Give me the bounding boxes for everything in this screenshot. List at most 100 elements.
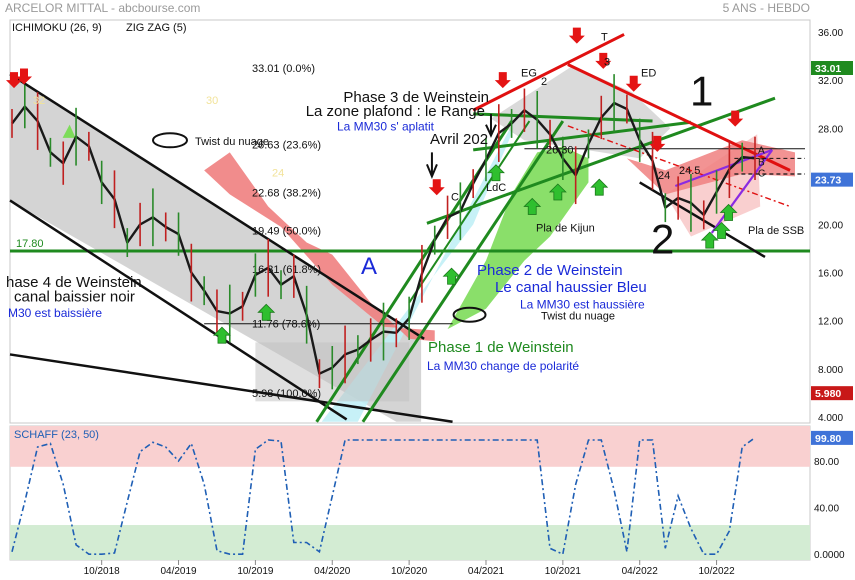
pla-kijun-label: Pla de Kijun: [536, 223, 595, 235]
indicator-ichimoku: ICHIMOKU (26, 9): [12, 22, 102, 34]
schaff-title: SCHAFF (23, 50): [14, 429, 99, 441]
fib-label-4: 16.31 (61.8%): [252, 264, 321, 276]
chart-title: ARCELOR MITTAL - abcbourse.com: [5, 1, 200, 15]
ed-label: ED: [641, 68, 656, 80]
ldc-label: LdC: [486, 182, 506, 194]
price-badge-last: 23.73: [815, 175, 841, 187]
fib-label-0: 33.01 (0.0%): [252, 63, 315, 75]
price-axis-tick: 8.000: [818, 365, 843, 376]
green-range-lower: [426, 96, 776, 225]
phase3-subtitle: La zone plafond : le Range: [306, 103, 485, 120]
sell-arrow: [649, 135, 666, 152]
fib-label-3: 19.49 (50.0%): [252, 226, 321, 238]
red-channel-upper: [472, 33, 625, 112]
r-lbl-b: B: [758, 158, 765, 169]
x-axis-tick: 10/2019: [237, 566, 274, 577]
sell-arrow: [727, 110, 744, 127]
top-32-label: 32: [33, 95, 45, 107]
x-axis-tick: 10/2018: [84, 566, 121, 577]
fib-label-2: 22.68 (38.2%): [252, 187, 321, 199]
price-plot-frame: [9, 19, 811, 424]
mark-one: 1: [690, 67, 713, 114]
top-30-label: 30: [206, 95, 218, 107]
buy-arrow: [590, 178, 609, 196]
price-axis-tick: 32.00: [818, 76, 843, 87]
phase4-title: hase 4 de Weinstein: [6, 274, 142, 291]
v-2630-label: 26.30: [546, 145, 574, 157]
avril-label: Avril 202: [430, 131, 488, 148]
purple-wedge-lower: [710, 149, 774, 234]
green-range-second: [472, 120, 692, 152]
range-fill: [490, 65, 671, 159]
kumo-bearish: [204, 152, 435, 342]
sell-arrow: [6, 72, 22, 89]
fib-label-1: 26.63 (23.6%): [252, 140, 321, 152]
price-axis-tick: 36.00: [818, 28, 843, 39]
phase4-subtitle: canal baissier noir: [14, 288, 135, 305]
black-channel-fill: [10, 74, 422, 422]
fib-label-5: 11.76 (78.6%): [252, 319, 320, 331]
schaff-axis-tick: 40.00: [814, 504, 839, 515]
schaff-axis-tick: 80.00: [814, 457, 839, 468]
small-2-label: 2: [541, 76, 547, 88]
x-axis-tick: 04/2021: [468, 566, 505, 577]
schaff-overbought-zone: [10, 426, 810, 467]
twist-label: Twist du nuage: [541, 311, 615, 323]
phase3-mm: La MM30 s' aplatit: [337, 120, 435, 134]
x-axis-tick: 04/2022: [622, 566, 659, 577]
twist-ellipse: [452, 306, 487, 323]
phase2-subtitle: Le canal haussier Bleu: [495, 279, 647, 296]
buy-arrow: [523, 197, 542, 215]
small-c-label: C: [451, 191, 459, 203]
schaff-oversold-zone: [10, 525, 810, 560]
schaff-badge-bg: [811, 430, 853, 445]
mark-two: 2: [651, 215, 674, 262]
sell-arrow: [568, 27, 585, 44]
t-label: T: [601, 31, 608, 43]
phase2-title: Phase 2 de Weinstein: [477, 262, 623, 279]
r-lbl-c: C: [758, 168, 765, 179]
phase1-mm: La MM30 change de polarité: [427, 359, 579, 373]
price-axis-tick: 20.00: [818, 221, 843, 232]
v-2451-label: 24.5: [679, 165, 700, 177]
sell-arrow: [625, 75, 642, 92]
red-channel-right: [567, 63, 791, 172]
small-3-label: 3: [604, 57, 610, 69]
x-axis-tick: 04/2019: [160, 566, 197, 577]
price-badge-low-bg: [811, 386, 853, 401]
black-down-arrow: [426, 152, 438, 179]
mark-a: A: [361, 253, 377, 280]
buy-arrow: [257, 303, 276, 321]
price-badge-high-bg: [811, 60, 853, 75]
buy-arrow: [548, 183, 567, 201]
phase2-mm: La MM30 est haussière: [520, 298, 645, 312]
sell-arrow: [428, 179, 445, 196]
price-badge-low: 5.980: [815, 388, 841, 400]
faded-24-label: 24: [272, 167, 284, 179]
sell-arrow: [494, 72, 511, 89]
buy-arrow: [712, 221, 731, 239]
black-down-arrow: [485, 113, 497, 138]
x-axis-tick: 10/2022: [698, 566, 735, 577]
schaff-line: [11, 437, 756, 556]
blue-channel-mid: [408, 120, 531, 304]
phase4-mm: M30 est baissière: [8, 306, 102, 320]
x-axis-tick: 10/2020: [391, 566, 428, 577]
black-channel-upper: [9, 73, 425, 340]
schaff-badge: 99.80: [815, 433, 841, 445]
schaff-axis-tick: 0.0000: [814, 550, 845, 561]
v-24-label: 24: [658, 170, 670, 182]
buy-arrow: [442, 267, 461, 285]
kumo-bullish-small: [62, 124, 76, 138]
sell-arrow: [16, 68, 32, 85]
twist-label: Twist du nuage: [195, 136, 269, 148]
phase1-title: Phase 1 de Weinstein: [428, 339, 574, 356]
buy-arrow: [212, 326, 231, 344]
blue-channel-right: [361, 120, 565, 423]
eg-label: EG: [521, 68, 537, 80]
phase3-title: Phase 3 de Weinstein: [343, 89, 489, 106]
price-axis-tick: 16.00: [818, 269, 843, 280]
price-axis-tick: 4.000: [818, 413, 843, 424]
horizontal-level-label: 17.80: [16, 238, 44, 250]
